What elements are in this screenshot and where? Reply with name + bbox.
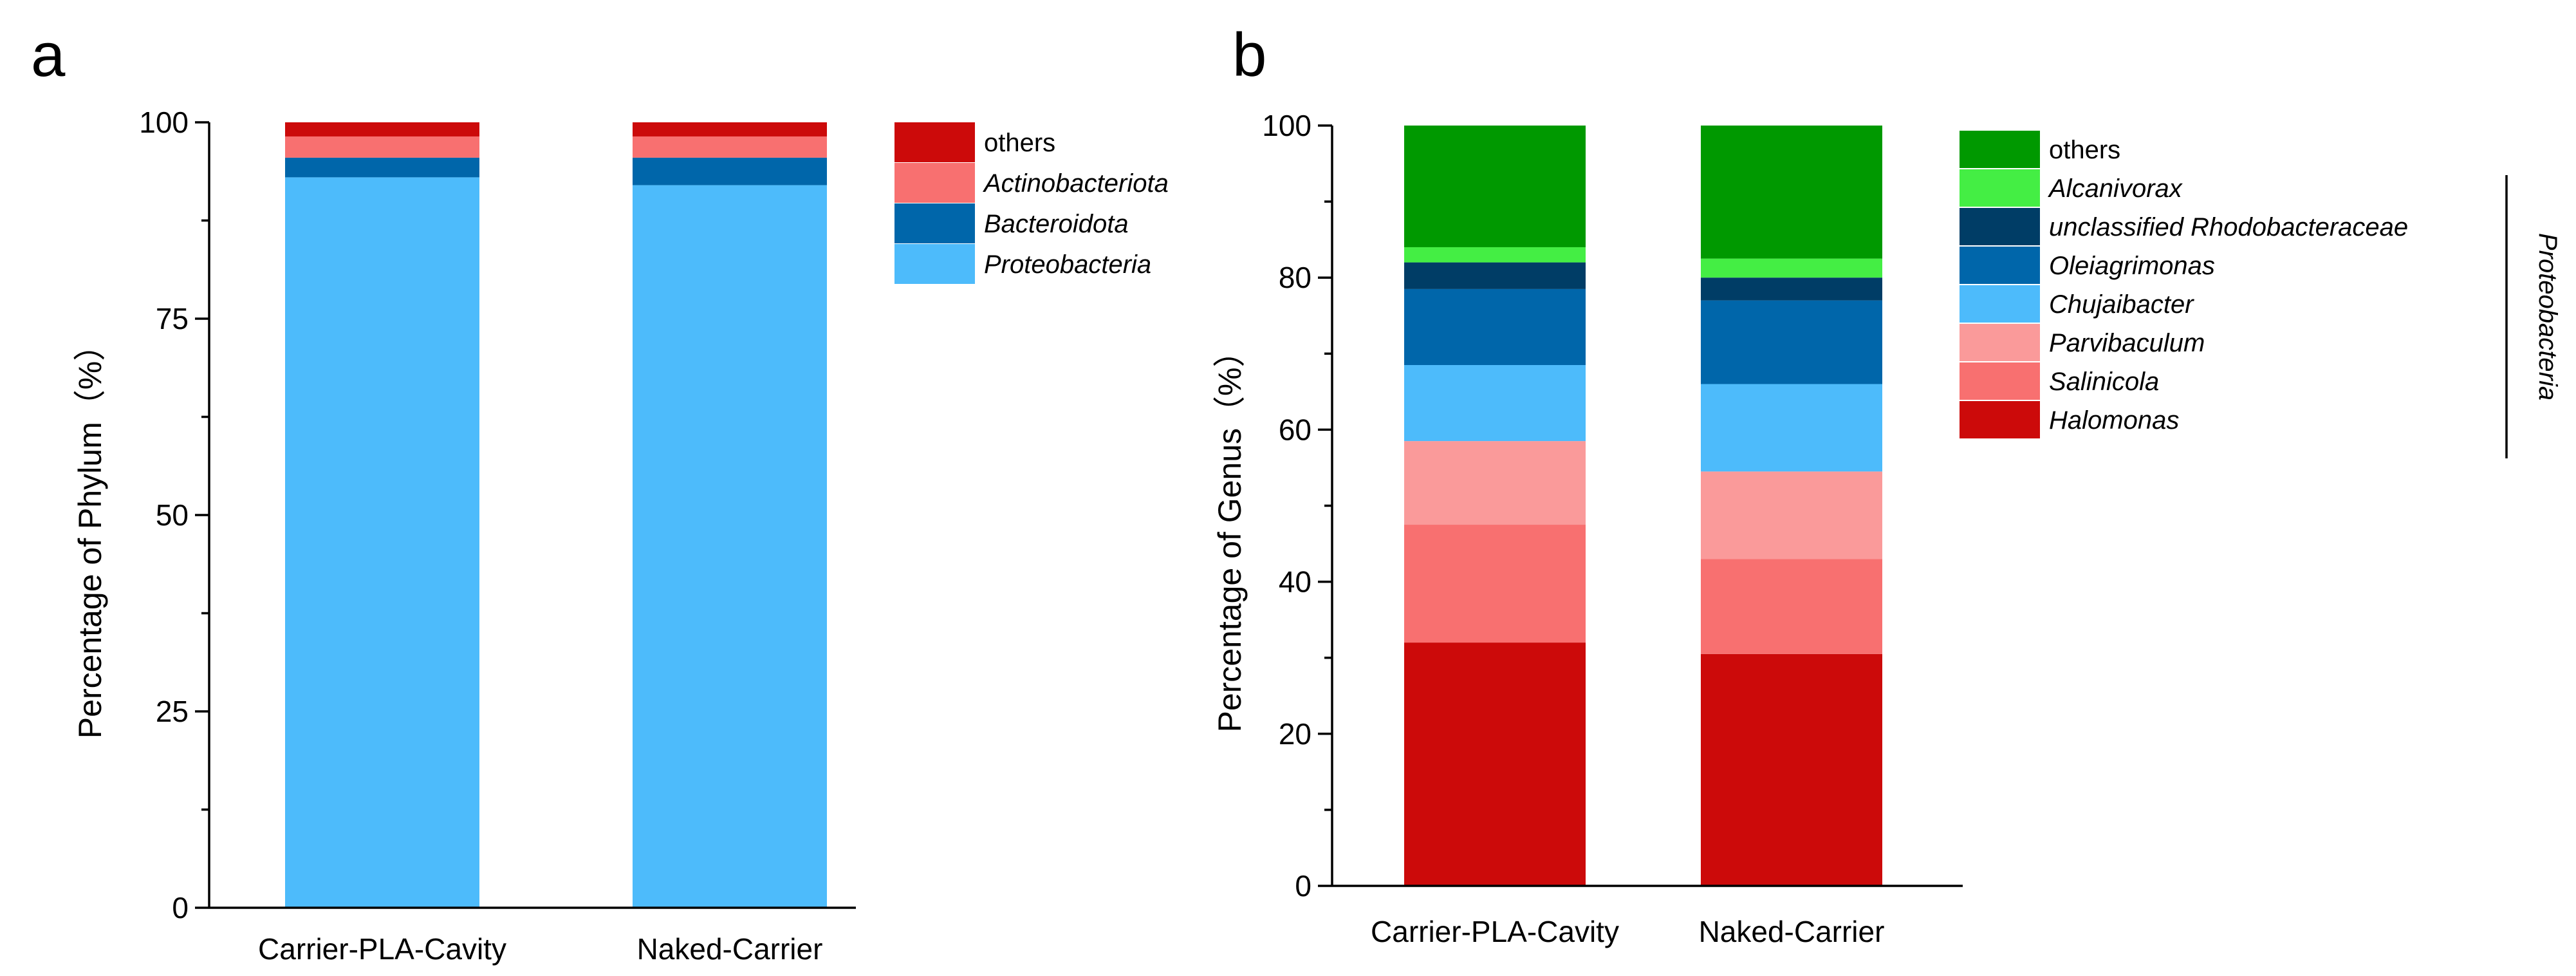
legend-swatch-alcanivorax bbox=[1960, 169, 2040, 207]
x-category-label: Carrier-PLA-Cavity bbox=[1371, 915, 1619, 948]
legend-label-bacteroidota: Bacteroidota bbox=[984, 210, 1129, 238]
bar-naked-carrier-others bbox=[633, 122, 827, 136]
proteobacteria-bracket-label: Proteobacteria bbox=[2534, 233, 2562, 400]
legend-swatch-halomonas bbox=[1960, 401, 2040, 438]
y-tick-label: 25 bbox=[156, 695, 189, 728]
bar-carrier-pla-cavity-chujaibacter bbox=[1404, 365, 1586, 442]
y-axis-label-a: Percentage of Phylum（%） bbox=[72, 329, 108, 738]
y-tick-label: 0 bbox=[1295, 869, 1311, 903]
panel-label-b: b bbox=[1232, 21, 1266, 89]
bar-carrier-pla-cavity-unclassified-rhodobacteraceae bbox=[1404, 262, 1586, 289]
bars-b bbox=[1404, 126, 1882, 886]
bar-carrier-pla-cavity-alcanivorax bbox=[1404, 247, 1586, 263]
bar-naked-carrier-others bbox=[1701, 126, 1882, 259]
legend-swatch-oleiagrimonas bbox=[1960, 247, 2040, 284]
legend-label-actinobacteriota: Actinobacteriota bbox=[983, 169, 1169, 198]
legend-swatch-bacteroidota bbox=[894, 203, 975, 243]
y-ticks-a: 0 25 50 75 100 bbox=[139, 106, 189, 924]
y-tick-label: 100 bbox=[1262, 109, 1311, 142]
x-category-label: Naked-Carrier bbox=[637, 932, 823, 966]
bar-naked-carrier-parvibaculum bbox=[1701, 471, 1882, 559]
legend-label-chujaibacter: Chujaibacter bbox=[2049, 290, 2194, 319]
bar-naked-carrier-alcanivorax bbox=[1701, 258, 1882, 278]
bar-carrier-pla-cavity-others bbox=[285, 122, 479, 136]
legend-swatch-others bbox=[894, 122, 975, 162]
legend-label-parvibaculum: Parvibaculum bbox=[2049, 329, 2205, 357]
bar-naked-carrier-salinicola bbox=[1701, 559, 1882, 654]
bar-carrier-pla-cavity-oleiagrimonas bbox=[1404, 288, 1586, 366]
chart-panel-b: b Percentage of Genus（%） 0 20 40 60 80 100 Ca… bbox=[1212, 21, 2562, 948]
bar-carrier-pla-cavity-bacteroidota bbox=[285, 157, 479, 178]
legend-swatch-chujaibacter bbox=[1960, 285, 2040, 323]
legend-label-oleiagrimonas: Oleiagrimonas bbox=[2049, 252, 2215, 280]
category-labels-b: Carrier-PLA-Cavity Naked-Carrier bbox=[1371, 915, 1884, 948]
y-tick-label: 20 bbox=[1279, 717, 1311, 751]
legend-swatch-parvibaculum bbox=[1960, 324, 2040, 361]
axes-a bbox=[195, 121, 856, 909]
legend-swatch-salinicola bbox=[1960, 362, 2040, 400]
bar-naked-carrier-chujaibacter bbox=[1701, 384, 1882, 472]
legend-label-salinicola: Salinicola bbox=[2049, 368, 2159, 396]
y-tick-label: 40 bbox=[1279, 565, 1311, 599]
panel-label-a: a bbox=[31, 21, 66, 89]
bar-naked-carrier-oleiagrimonas bbox=[1701, 300, 1882, 384]
legend-swatch-proteobacteria bbox=[894, 244, 975, 284]
bar-naked-carrier-bacteroidota bbox=[633, 157, 827, 185]
bar-carrier-pla-cavity-parvibaculum bbox=[1404, 441, 1586, 525]
chart-panel-a: a Percentage of Phylum（%） 0 25 50 75 100 Car… bbox=[31, 21, 1169, 966]
y-tick-label: 75 bbox=[156, 302, 189, 335]
bar-carrier-pla-cavity-proteobacteria bbox=[285, 177, 479, 908]
bar-naked-carrier-halomonas bbox=[1701, 653, 1882, 886]
y-tick-label: 100 bbox=[139, 106, 189, 139]
y-tick-label: 60 bbox=[1279, 413, 1311, 446]
x-category-label: Naked-Carrier bbox=[1699, 915, 1885, 948]
axes-b bbox=[1318, 124, 1963, 887]
y-tick-label: 50 bbox=[156, 498, 189, 532]
bar-carrier-pla-cavity-halomonas bbox=[1404, 643, 1586, 886]
bar-carrier-pla-cavity-salinicola bbox=[1404, 525, 1586, 643]
y-ticks-b: 0 20 40 60 80 100 bbox=[1262, 109, 1311, 903]
bar-naked-carrier-actinobacteriota bbox=[633, 136, 827, 158]
legend-swatch-actinobacteriota bbox=[894, 163, 975, 203]
legend-label-others: others bbox=[2049, 136, 2120, 164]
legend-swatch-unclassified-rhodobacteraceae bbox=[1960, 208, 2040, 245]
category-labels-a: Carrier-PLA-Cavity Naked-Carrier bbox=[258, 932, 822, 966]
legend-b: others Alcanivorax unclassified Rhodobacte… bbox=[1960, 131, 2408, 438]
bar-carrier-pla-cavity-others bbox=[1404, 126, 1586, 247]
legend-label-halomonas: Halomonas bbox=[2049, 406, 2179, 435]
legend-a: others Actinobacteriota Bacteroidota Proteo… bbox=[894, 122, 1169, 284]
legend-label-others: others bbox=[984, 129, 1055, 157]
legend-label-unclassified-rhodobacteraceae: unclassified Rhodobacteraceae bbox=[2049, 213, 2408, 241]
legend-label-alcanivorax: Alcanivorax bbox=[2048, 174, 2183, 203]
y-tick-label: 0 bbox=[172, 891, 189, 924]
legend-label-proteobacteria: Proteobacteria bbox=[984, 250, 1151, 279]
y-tick-label: 80 bbox=[1279, 261, 1311, 294]
bar-carrier-pla-cavity-actinobacteriota bbox=[285, 136, 479, 158]
bar-naked-carrier-unclassified-rhodobacteraceae bbox=[1701, 277, 1882, 301]
y-axis-label-b: Percentage of Genus（%） bbox=[1212, 335, 1248, 733]
x-category-label: Carrier-PLA-Cavity bbox=[258, 932, 506, 966]
bars-a bbox=[285, 122, 827, 908]
legend-swatch-others bbox=[1960, 131, 2040, 168]
bar-naked-carrier-proteobacteria bbox=[633, 185, 827, 908]
